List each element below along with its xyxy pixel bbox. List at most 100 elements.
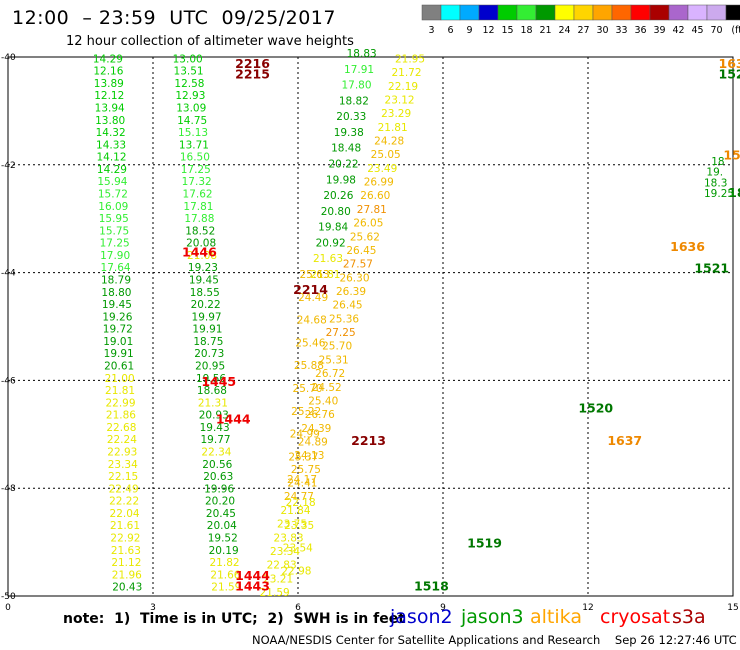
wave-height-label: 19.52 [208, 532, 238, 544]
wave-height-label: 20.20 [205, 496, 235, 508]
wave-height-label: 17.80 [341, 80, 371, 92]
wave-height-label: 20.93 [199, 410, 229, 422]
y-tick-label: -42 [1, 161, 16, 171]
pass-time-label: 2214 [293, 282, 328, 297]
wave-height-label: 12.93 [175, 90, 205, 102]
wave-height-label: 15.95 [99, 213, 129, 225]
colorbar-label: 45 [691, 25, 703, 36]
pass-time-label: 1521 [694, 261, 729, 276]
wave-height-label: 22.15 [108, 471, 138, 483]
wave-height-label: 23.35 [284, 520, 314, 532]
wave-height-label: 14.12 [96, 152, 126, 164]
wave-height-label: 26.72 [315, 368, 345, 380]
wave-height-label: 19.38 [334, 127, 364, 139]
legend-jason3: jason3 [461, 606, 524, 628]
wave-height-label: 19.97 [192, 311, 222, 323]
y-tick-label: -44 [1, 269, 16, 279]
wave-height-label: 22.83 [267, 560, 297, 572]
wave-height-label: 20.43 [112, 582, 142, 594]
wave-height-label: 21.84 [280, 505, 310, 517]
wave-height-label: 17.91 [344, 64, 374, 76]
wave-height-label: 16.09 [98, 201, 128, 213]
track-pass-2215: 13.0013.5112.5812.9313.0914.7515.1313.71… [173, 53, 242, 593]
colorbar-label: 9 [466, 25, 472, 36]
wave-height-label: 19.26 [102, 311, 132, 323]
colorbar-label: 27 [577, 25, 589, 36]
wave-height-label: 20.73 [194, 348, 224, 360]
wave-height-label: 24.68 [297, 315, 327, 327]
wave-height-label: 20.33 [336, 111, 366, 123]
wave-height-label: 23.21 [263, 573, 293, 585]
wave-height-label: 23.83 [274, 532, 304, 544]
wave-height-label: 22.34 [201, 446, 231, 458]
pass-time-label: 15 [723, 147, 740, 162]
wave-height-label: 20.22 [329, 158, 359, 170]
wave-height-label: 25.40 [308, 395, 338, 407]
wave-height-label: 26.99 [364, 177, 394, 189]
x-tick-label: 12 [582, 603, 593, 613]
colorbar-label: 15 [501, 25, 513, 36]
wave-height-label: 19.72 [103, 324, 133, 336]
pass-time-label: 1446 [182, 244, 217, 259]
wave-height-label: 23.29 [381, 108, 411, 120]
wave-height-label: 20.22 [191, 299, 221, 311]
page-title: 12:00 – 23:59 UTC 09/25/2017 [12, 7, 336, 29]
wave-height-label: 26.45 [333, 300, 363, 312]
wave-height-label: 13.89 [94, 78, 124, 90]
wave-height-label: 19.01 [103, 336, 133, 348]
wave-height-label: 20.08 [186, 238, 216, 250]
wave-height-label: 13.00 [173, 53, 203, 65]
wave-height-label: 26.60 [360, 190, 390, 202]
wave-height-label: 13.09 [176, 103, 206, 115]
wave-height-label: 13.51 [174, 66, 204, 78]
wave-height-label: 17.64 [101, 262, 131, 274]
track-pass-1520: 18.83 17.91 17.80 18.82 20.33 19.38 18.48 20.22… [310, 48, 376, 281]
wave-height-label: 17.25 [100, 238, 130, 250]
x-tick-label: 15 [727, 603, 738, 613]
wave-height-label: 21.63 [111, 545, 141, 557]
wave-height-label: 24.99 [290, 429, 320, 441]
wave-height-label: 15.13 [178, 127, 208, 139]
wave-height-label: 21.31 [198, 397, 228, 409]
wave-height-label: 17.25 [181, 164, 211, 176]
wave-height-label: 23.34 [270, 546, 300, 558]
wave-height-label: 14.32 [96, 127, 126, 139]
wave-height-label: 19.25 [704, 188, 734, 200]
legend-altika: altika [530, 606, 582, 628]
pass-time-label: 1521 [719, 67, 740, 82]
pass-time-label: 2216 [235, 56, 270, 71]
wave-height-label: 17.88 [184, 213, 214, 225]
wave-height-label: 22.24 [107, 434, 137, 446]
wave-height-label: 17.90 [100, 250, 130, 262]
wave-height-label: 21.72 [391, 67, 421, 79]
colorbar-label: 33 [615, 25, 627, 36]
colorbar-label: (ft) [731, 25, 740, 36]
colorbar-label: 39 [653, 25, 665, 36]
track-pass-2216: 14.2912.1613.8912.1213.9413.8014.3214.33… [93, 53, 142, 593]
wave-height-label: 21.66 [210, 569, 240, 581]
wave-height-label: 12.58 [174, 78, 204, 90]
wave-height-label: 17.62 [183, 189, 213, 201]
wave-height-label: 19.56 [196, 373, 226, 385]
wave-height-label: 24.28 [374, 135, 404, 147]
colorbar-label: 21 [539, 25, 551, 36]
wave-height-label: 22.98 [281, 565, 311, 577]
pass-time-label: 1636 [719, 56, 740, 71]
wave-height-label: 19.43 [200, 422, 230, 434]
wave-height-label: 14.75 [177, 115, 207, 127]
wave-height-label: 21.82 [210, 557, 240, 569]
colorbar-label: 42 [672, 25, 684, 36]
wave-height-label: 24.52 [312, 382, 342, 394]
wave-height-label: 18.75 [193, 336, 223, 348]
wave-height-label: 18.79 [101, 275, 131, 287]
wave-height-label: 18.80 [101, 287, 131, 299]
wave-height-label: 19.45 [189, 275, 219, 287]
wave-height-label: 22.19 [388, 81, 418, 93]
wave-height-label: 15.72 [98, 189, 128, 201]
wave-height-label: 22.99 [105, 397, 135, 409]
wave-height-label: 21.00 [105, 373, 135, 385]
wave-height-label: 26.76 [305, 409, 335, 421]
wave-height-label: 18.52 [185, 225, 215, 237]
wave-height-label: 18.48 [331, 143, 361, 155]
